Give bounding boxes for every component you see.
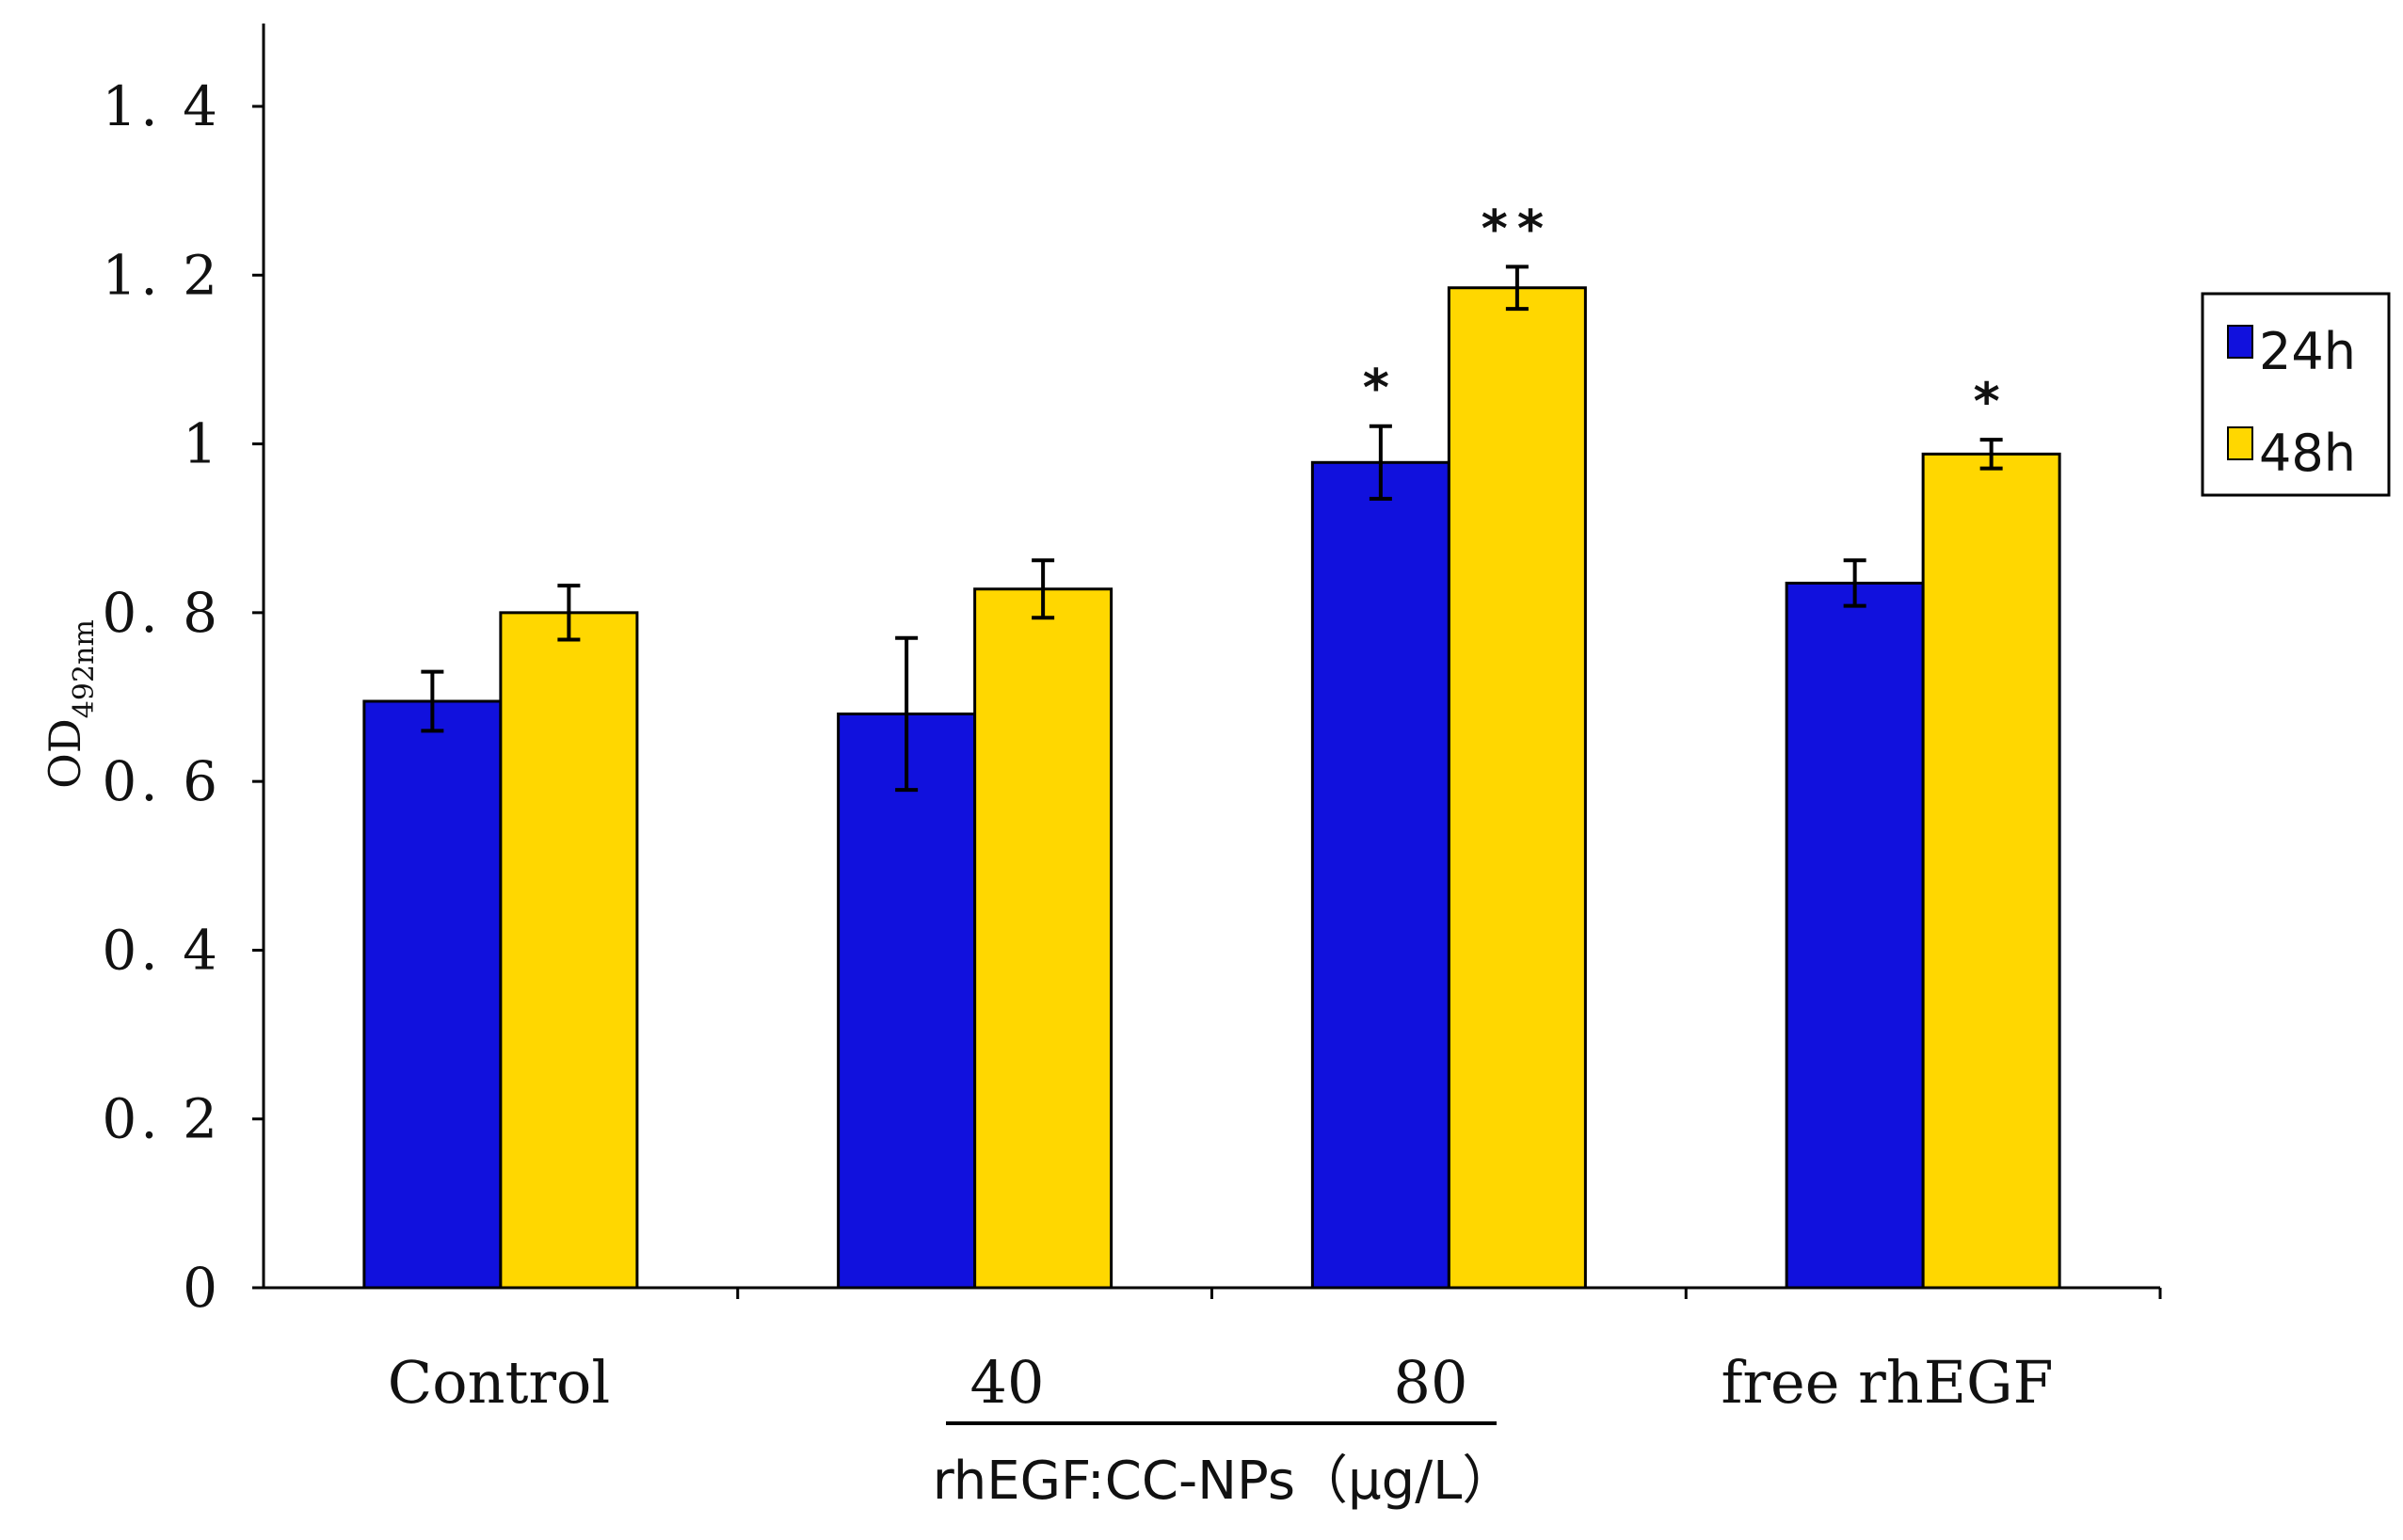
category-label-free-rhegf: free rhEGF [1721, 1348, 2053, 1417]
y-tick-label: 1. 4 [102, 74, 221, 138]
legend-swatch-24h [2227, 325, 2253, 359]
y-tick-label: 0. 4 [102, 918, 221, 982]
y-axis-label-main: OD [40, 718, 90, 789]
legend-swatch-48h [2227, 426, 2253, 460]
bar-48h-3 [1921, 452, 2061, 1290]
error-bars-layer [421, 265, 2003, 793]
svg-text:OD492nm: OD492nm [40, 619, 101, 789]
y-tick-label: 1. 2 [102, 243, 221, 307]
legend-label-24h: 24h [2259, 322, 2356, 381]
bar-48h-0 [499, 611, 639, 1290]
legend-label-48h: 48h [2259, 424, 2356, 483]
bar-24h-1 [837, 712, 977, 1290]
y-tick-label: 1 [183, 412, 221, 476]
significance-mark-24h-2: * [1363, 359, 1399, 418]
y-tick-label: 0 [183, 1256, 221, 1320]
bar-48h-1 [973, 587, 1113, 1290]
significance-mark-48h-3: * [1974, 372, 2010, 431]
bars-layer [362, 286, 2061, 1290]
significance-layer: **** [1363, 199, 2010, 431]
y-ticks: 0 0. 2 0. 4 0. 6 0. 8 1 1. 2 1. 4 [102, 74, 264, 1320]
category-label-40: 40 [970, 1348, 1045, 1417]
bar-48h-2 [1447, 286, 1587, 1290]
significance-mark-48h-2: ** [1482, 199, 1553, 258]
legend: 24h 48h [2201, 292, 2391, 497]
y-axis-label-subscript: 492nm [68, 619, 101, 718]
y-axis-label: OD492nm [40, 619, 101, 789]
category-label-80: 80 [1394, 1348, 1468, 1417]
category-label-control: Control [388, 1348, 610, 1417]
y-tick-label: 0. 2 [102, 1087, 221, 1151]
bar-24h-0 [362, 699, 503, 1290]
y-tick-label: 0. 8 [102, 581, 221, 645]
bar-24h-3 [1785, 581, 1925, 1290]
x-ticks [736, 1288, 2162, 1299]
bar-24h-2 [1310, 460, 1450, 1290]
y-tick-label: 0. 6 [102, 749, 221, 813]
group-label: rhEGF:CC-NPs（μg/L） [933, 1451, 1515, 1512]
